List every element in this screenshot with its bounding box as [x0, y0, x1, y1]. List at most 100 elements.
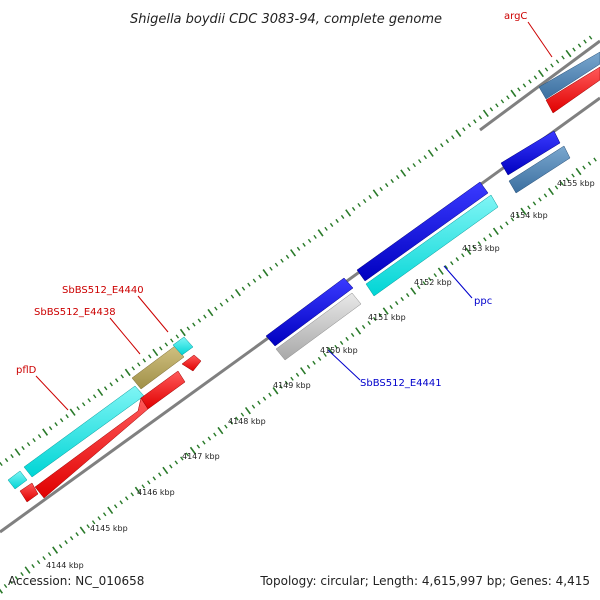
- tick-mark: [554, 185, 559, 190]
- tick-mark: [495, 103, 499, 108]
- tick-mark: [47, 552, 52, 557]
- cds-red-arrow-small[interactable]: [181, 354, 202, 372]
- tick-mark: [427, 149, 434, 157]
- tick-label: 4144 kbp: [46, 561, 84, 570]
- cds-steel-far-right[interactable]: [508, 145, 571, 194]
- gene-label-SbBS512_E4438[interactable]: SbBS512_E4438: [34, 307, 116, 318]
- tick-mark: [300, 367, 307, 375]
- tick-mark: [302, 242, 306, 247]
- cds-cyan-ppc[interactable]: [365, 194, 499, 297]
- tick-mark: [406, 167, 411, 172]
- tick-mark: [477, 241, 482, 246]
- tick-mark: [214, 306, 218, 311]
- tick-mark: [10, 454, 14, 459]
- tick-mark: [103, 386, 108, 391]
- tick-mark: [307, 238, 312, 243]
- cds-steel-argC[interactable]: [538, 51, 600, 100]
- tick-mark: [169, 464, 173, 469]
- tick-mark: [69, 408, 76, 416]
- tick-mark: [350, 332, 355, 337]
- tick-mark: [593, 157, 597, 162]
- tick-mark: [42, 556, 46, 561]
- tick-mark: [251, 404, 256, 409]
- cds-gray-SbBS512_E4441[interactable]: [275, 292, 362, 361]
- tick-mark: [478, 115, 483, 120]
- tick-mark: [280, 258, 284, 263]
- gene-label-SbBS512_E4440[interactable]: SbBS512_E4440: [62, 285, 144, 296]
- tick-mark: [345, 209, 352, 217]
- tick-mark: [528, 79, 532, 84]
- tick-mark: [483, 237, 487, 242]
- tick-mark: [355, 327, 362, 335]
- cds-cyan-SbBS512_E4440[interactable]: [172, 336, 194, 356]
- cds-blue-far-right[interactable]: [500, 130, 561, 176]
- tick-mark: [235, 416, 239, 421]
- tick-label: 4147 kbp: [182, 452, 220, 461]
- tick-mark: [500, 99, 505, 104]
- tick-mark: [561, 55, 565, 60]
- map-title: Shigella boydii CDC 3083-94, complete ge…: [130, 12, 442, 27]
- gene-label-pflD[interactable]: pflD: [16, 365, 37, 376]
- tick-mark: [0, 588, 3, 594]
- tick-mark: [571, 173, 575, 178]
- tick-label: 4150 kbp: [320, 346, 358, 355]
- tick-mark: [378, 312, 382, 318]
- tick-mark: [142, 358, 147, 363]
- tick-mark: [565, 49, 572, 58]
- cds-olive-SbBS512_E4438[interactable]: [131, 345, 185, 390]
- tick-mark: [510, 217, 515, 222]
- tick-mark: [394, 301, 399, 306]
- tick-mark: [285, 254, 290, 259]
- tick-mark: [91, 520, 96, 525]
- tick-mark: [81, 402, 86, 407]
- tick-mark: [170, 338, 174, 343]
- tick-mark: [124, 368, 131, 377]
- tick-mark: [361, 324, 366, 329]
- tick-mark: [520, 207, 527, 216]
- tick-mark: [517, 87, 521, 92]
- tick-mark: [317, 229, 324, 237]
- tick-mark: [240, 412, 245, 417]
- tick-mark: [445, 139, 450, 144]
- cds-cyan-left-small[interactable]: [7, 470, 28, 490]
- tick-label: 4146 kbp: [137, 488, 175, 497]
- tick-mark: [510, 89, 517, 98]
- tick-mark: [533, 75, 538, 80]
- tick-mark: [537, 69, 544, 78]
- cds-red-left-small[interactable]: [19, 482, 39, 503]
- cds-red-mid[interactable]: [140, 370, 186, 410]
- cds-red-argC-lower[interactable]: [545, 66, 600, 114]
- tick-mark: [467, 123, 472, 128]
- tick-mark: [418, 159, 422, 164]
- tick-mark: [279, 384, 283, 389]
- cds-blue-right-long[interactable]: [356, 181, 489, 282]
- gene-label-SbBS512_E4441[interactable]: SbBS512_E4441: [360, 378, 442, 389]
- tick-mark: [202, 440, 206, 445]
- tick-mark: [175, 334, 180, 339]
- tick-mark: [451, 135, 455, 140]
- tick-mark: [532, 201, 537, 206]
- tick-mark: [416, 285, 421, 290]
- tick-mark: [26, 442, 31, 447]
- gene-label-ppc[interactable]: ppc: [474, 296, 492, 307]
- tick-mark: [395, 175, 400, 180]
- tick-mark: [258, 274, 262, 279]
- tick-mark: [54, 422, 58, 427]
- tick-mark: [59, 418, 64, 423]
- tick-mark: [147, 480, 151, 485]
- tick-mark: [4, 458, 9, 463]
- gene-label-argC[interactable]: argC: [504, 11, 527, 22]
- tick-mark: [262, 396, 267, 401]
- tick-mark: [400, 169, 407, 177]
- tick-mark: [550, 63, 554, 68]
- tick-mark: [113, 504, 118, 509]
- tick-mark: [317, 356, 322, 361]
- tick-mark: [203, 314, 207, 319]
- tick-mark: [79, 526, 86, 534]
- tick-mark: [164, 342, 169, 347]
- tick-mark: [196, 444, 201, 449]
- cds-blue-center[interactable]: [265, 277, 354, 347]
- tick-mark: [492, 227, 499, 236]
- tick-mark: [295, 372, 300, 377]
- tick-mark: [455, 129, 462, 137]
